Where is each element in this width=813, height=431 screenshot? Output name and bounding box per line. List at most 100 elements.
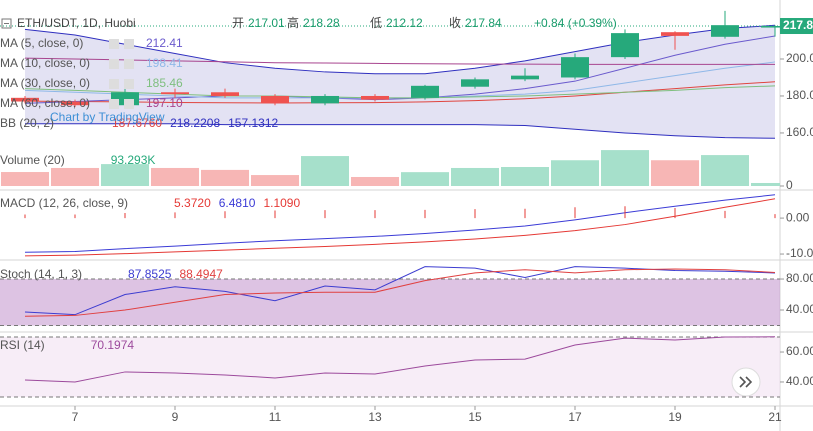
candle-body — [211, 92, 239, 96]
candle-body — [461, 79, 489, 87]
indicator-line — [24, 268, 776, 317]
legend-icon — [109, 39, 119, 49]
x-tick-label: 13 — [368, 410, 382, 424]
legend-name: MACD (12, 26, close, 9) — [0, 196, 128, 210]
legend-value: 198.41 — [146, 56, 183, 70]
volume-bar — [701, 155, 749, 186]
indicator-line — [24, 198, 776, 257]
y-tick-label: 40.00 — [786, 302, 813, 316]
candle-body — [761, 26, 780, 28]
x-tick-label: 19 — [668, 410, 682, 424]
legend-icon — [124, 99, 134, 109]
last-price-label: 217.84 — [783, 18, 813, 32]
pane — [0, 336, 780, 398]
band-fill — [0, 337, 780, 397]
y-tick-label: 0.00 — [786, 210, 810, 224]
bb-line — [25, 123, 776, 139]
y-tick-label: 180.00 — [786, 88, 813, 102]
legend-value: 93.293K — [111, 153, 156, 167]
pane — [1, 150, 780, 186]
ma-line — [24, 57, 775, 65]
candle-body — [611, 33, 639, 58]
volume-bar — [751, 182, 780, 186]
candle-body — [411, 85, 439, 98]
y-tick-label: 200.00 — [786, 51, 813, 65]
ohlc-value: 217.01 — [248, 16, 285, 30]
candle-body — [511, 75, 539, 80]
ohlc-label: 收 — [449, 16, 461, 30]
legend-name: MA (10, close, 0) — [0, 56, 90, 70]
volume-bar — [301, 156, 349, 186]
legend-value: 87.8525 — [128, 267, 172, 281]
candle-body — [11, 97, 39, 102]
legend-icon — [124, 79, 134, 89]
band-fill — [0, 279, 780, 326]
last-price-badge — [780, 18, 813, 35]
bb-line — [24, 81, 776, 104]
volume-bar — [601, 150, 649, 186]
watermark: Chart by TradingView — [50, 110, 165, 124]
ohlc-label: 低 — [370, 16, 382, 30]
candle-body — [361, 95, 389, 100]
pane — [0, 266, 780, 327]
legend-value: 157.1312 — [228, 116, 278, 130]
candle-body — [561, 57, 589, 78]
ohlc-value: 217.84 — [465, 16, 502, 30]
scroll-button[interactable] — [731, 367, 761, 397]
ohlc-label: 高 — [287, 15, 299, 30]
legend-value: 185.46 — [146, 76, 183, 90]
indicator-line — [24, 336, 776, 383]
change-label: +0.84 (+0.39%) — [534, 16, 617, 30]
volume-bar — [51, 167, 99, 186]
x-tick-label: 9 — [172, 410, 179, 424]
legend-value: 212.41 — [146, 36, 183, 50]
y-tick-label: 80.00 — [786, 271, 813, 285]
volume-bar — [351, 176, 399, 186]
bb-line — [24, 24, 776, 75]
legend-value: 1.1090 — [263, 196, 300, 210]
volume-bar — [151, 167, 199, 186]
indicator-line — [24, 194, 776, 253]
legend-value: 88.4947 — [179, 267, 223, 281]
pane — [24, 194, 776, 257]
x-tick-label: 7 — [72, 410, 79, 424]
legend-icon — [109, 79, 119, 89]
volume-bar — [451, 167, 499, 186]
pane — [11, 10, 780, 139]
y-tick-label: 60.00 — [786, 344, 813, 358]
volume-bar — [501, 167, 549, 186]
legend-icon — [109, 99, 119, 109]
volume-bar — [651, 160, 699, 186]
volume-bar — [551, 160, 599, 186]
collapse-icon[interactable] — [1, 18, 12, 29]
ohlc-value: 212.12 — [386, 16, 423, 30]
candle-body — [261, 95, 289, 104]
legend-icon — [124, 59, 134, 69]
legend-value: 197.10 — [146, 96, 183, 110]
volume-bar — [101, 164, 149, 186]
legend-name: MA (5, close, 0) — [0, 36, 83, 50]
legend-value: 5.3720 — [174, 196, 211, 210]
y-tick-label: -10.00 — [786, 246, 813, 260]
y-tick-label: 0 — [786, 178, 793, 192]
ohlc-label: 开 — [232, 16, 244, 30]
ohlc-value: 218.28 — [303, 16, 340, 30]
x-tick-label: 15 — [468, 410, 482, 424]
x-tick-label: 21 — [768, 410, 782, 424]
legend-value: 218.2208 — [170, 116, 220, 130]
legend-icon — [109, 59, 119, 69]
candle-body — [711, 25, 739, 37]
legend-name: Volume (20) — [0, 153, 65, 167]
legend-name: MA (60, close, 0) — [0, 96, 90, 110]
legend-value: 6.4810 — [219, 196, 256, 210]
x-tick-label: 17 — [568, 410, 582, 424]
legend-value: 187.6760 — [112, 116, 162, 130]
legend-name: MA (30, close, 0) — [0, 76, 90, 90]
candle-body — [161, 92, 189, 95]
ma-line — [24, 85, 776, 99]
legend-name: Stoch (14, 1, 3) — [0, 267, 82, 281]
volume-bar — [401, 172, 449, 186]
candle-body — [311, 95, 339, 104]
bb-fill — [25, 25, 775, 139]
